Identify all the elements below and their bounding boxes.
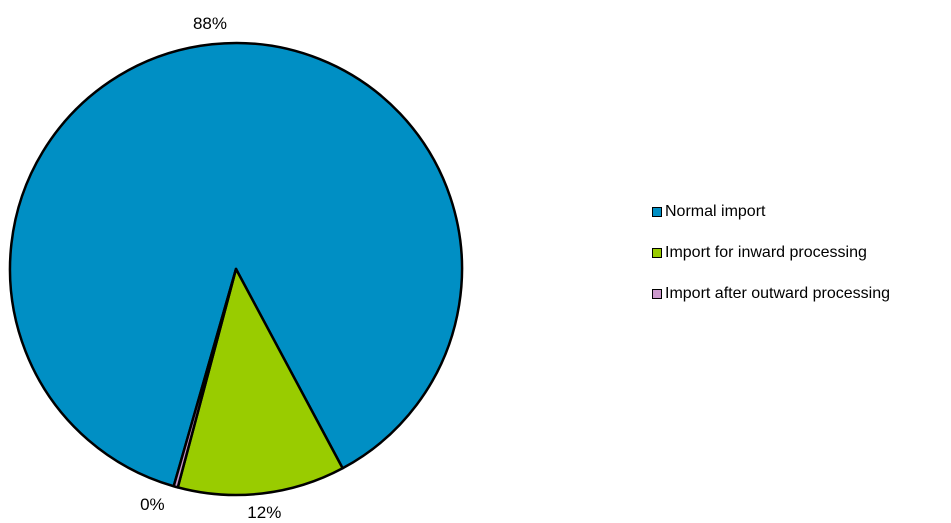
pie-slice-import-after-outward-processing xyxy=(172,267,238,489)
pie-label-import-after-outward-processing: 0% xyxy=(140,495,165,514)
chart-legend: Normal import Import for inward processi… xyxy=(652,203,890,326)
pie-labels: 88% 12% 0% xyxy=(140,14,281,522)
legend-swatch-normal-import xyxy=(652,207,662,217)
pie-slice-import-for-inward-processing xyxy=(176,267,344,497)
legend-swatch-import-for-inward-processing xyxy=(652,248,662,258)
pie-slice-normal-import xyxy=(8,41,464,488)
pie-slices xyxy=(8,41,464,497)
legend-swatch-import-after-outward-processing xyxy=(652,289,662,299)
legend-item-import-after-outward-processing: Import after outward processing xyxy=(652,285,890,303)
legend-label-import-after-outward-processing: Import after outward processing xyxy=(665,285,890,302)
pie-label-import-for-inward-processing: 12% xyxy=(247,503,281,522)
legend-label-normal-import: Normal import xyxy=(665,203,766,220)
legend-label-import-for-inward-processing: Import for inward processing xyxy=(665,244,867,261)
legend-item-import-for-inward-processing: Import for inward processing xyxy=(652,244,890,262)
legend-item-normal-import: Normal import xyxy=(652,203,890,221)
pie-label-normal-import: 88% xyxy=(193,14,227,33)
